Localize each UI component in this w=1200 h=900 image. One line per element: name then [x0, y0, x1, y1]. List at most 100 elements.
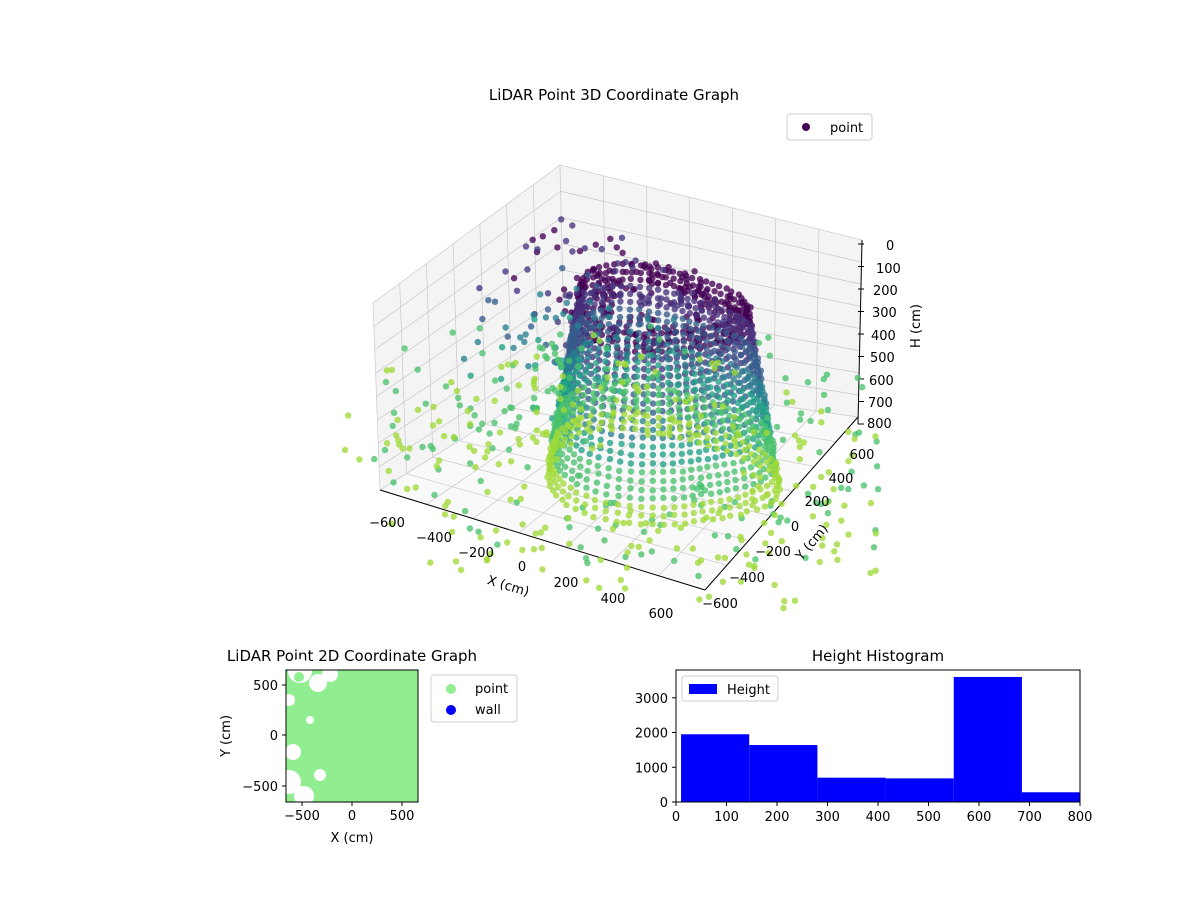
- data-point: [550, 487, 557, 494]
- data-point: [743, 551, 750, 558]
- data-point: [689, 363, 697, 371]
- data-point: [649, 409, 657, 416]
- data-point: [609, 283, 616, 290]
- data-point: [688, 332, 695, 340]
- data-point: [671, 521, 678, 528]
- histogram-bar: [1021, 792, 1080, 802]
- data-point: [522, 243, 530, 250]
- data-point: [820, 391, 828, 398]
- data-point: [706, 317, 713, 324]
- data-point: [590, 332, 597, 339]
- data-point: [538, 544, 545, 552]
- data-point: [666, 428, 673, 435]
- data-point: [521, 338, 528, 346]
- data-point: [662, 281, 670, 289]
- plot3d-title: LiDAR Point 3D Coordinate Graph: [489, 86, 739, 104]
- data-point: [703, 514, 710, 521]
- x-tick: 600: [649, 607, 674, 622]
- data-point: [747, 399, 754, 406]
- plot3d-legend: point: [786, 113, 873, 141]
- x-tick: 0: [348, 809, 356, 824]
- data-point: [800, 439, 808, 446]
- data-point: [742, 483, 749, 490]
- data-point: [508, 458, 515, 465]
- data-point: [563, 413, 571, 420]
- data-point: [507, 496, 514, 503]
- data-point: [627, 468, 635, 475]
- data-point: [807, 417, 814, 425]
- data-point: [823, 521, 830, 528]
- data-point: [700, 380, 707, 388]
- z-tick: 400: [871, 329, 896, 344]
- data-point: [612, 365, 619, 372]
- data-point: [759, 407, 766, 414]
- data-point: [564, 455, 571, 462]
- data-point: [532, 530, 539, 537]
- data-point: [626, 405, 633, 412]
- data-point: [698, 307, 706, 314]
- data-point: [597, 436, 604, 443]
- data-point: [695, 343, 703, 350]
- data-point: [686, 440, 694, 448]
- data-point: [665, 371, 672, 378]
- data-point: [719, 403, 727, 410]
- data-point: [576, 372, 584, 380]
- data-point: [686, 310, 694, 317]
- data-point: [618, 432, 625, 440]
- data-point: [535, 336, 542, 344]
- data-point: [796, 456, 803, 463]
- data-point: [725, 405, 732, 412]
- grid-line: [561, 243, 861, 307]
- data-point: [591, 395, 598, 402]
- data-point: [583, 476, 590, 483]
- data-point: [751, 395, 758, 402]
- data-point: [673, 545, 681, 552]
- empty-region: [322, 666, 338, 682]
- data-point: [608, 426, 616, 433]
- data-point: [628, 434, 636, 441]
- data-point: [750, 347, 757, 354]
- data-point: [755, 446, 763, 453]
- data-point: [563, 299, 570, 306]
- data-point: [429, 422, 437, 429]
- data-point: [566, 540, 573, 547]
- data-point: [660, 477, 667, 485]
- data-point: [719, 425, 727, 432]
- data-point: [556, 432, 564, 439]
- data-point: [701, 404, 709, 411]
- data-point: [533, 438, 540, 445]
- data-point: [649, 426, 657, 434]
- data-point: [613, 342, 620, 350]
- data-point: [706, 481, 714, 489]
- data-point: [708, 391, 716, 398]
- data-point: [816, 558, 823, 566]
- data-point: [551, 227, 558, 234]
- data-point: [584, 312, 592, 319]
- data-point: [691, 268, 698, 275]
- data-point: [767, 529, 775, 536]
- data-point: [531, 395, 538, 402]
- data-point: [583, 377, 590, 384]
- data-point: [647, 323, 654, 330]
- data-point: [611, 380, 618, 388]
- data-point: [634, 358, 641, 366]
- data-point: [674, 373, 681, 380]
- data-point: [645, 316, 652, 323]
- data-point: [635, 329, 643, 337]
- data-point: [733, 451, 740, 458]
- data-point: [859, 383, 866, 391]
- data-point: [585, 362, 592, 369]
- data-point: [466, 420, 474, 428]
- data-point: [709, 516, 717, 523]
- data-point: [479, 420, 486, 427]
- data-point: [529, 434, 536, 441]
- z-axis-line: [857, 239, 863, 425]
- data-point: [552, 314, 559, 322]
- grid-line: [658, 410, 817, 576]
- data-point: [525, 363, 532, 370]
- data-point: [695, 424, 702, 431]
- data-point: [614, 501, 622, 508]
- data-point: [613, 397, 620, 404]
- data-point: [663, 311, 671, 318]
- data-point: [673, 366, 681, 374]
